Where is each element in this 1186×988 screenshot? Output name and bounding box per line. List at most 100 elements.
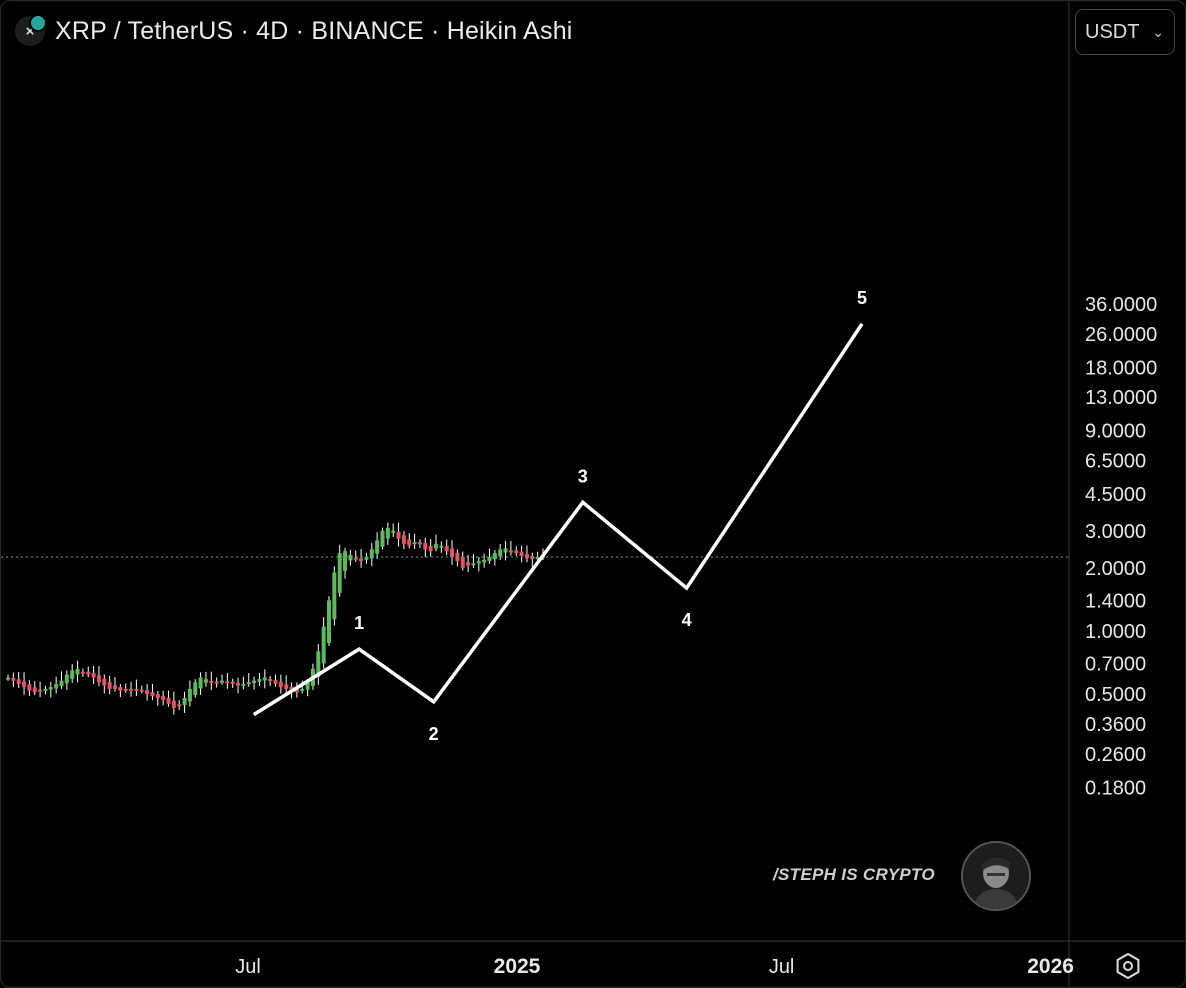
price-tick-label: 2.0000 [1085,558,1146,580]
candle-body [444,545,449,552]
currency-select[interactable]: USDT ⌄ [1075,9,1175,55]
candle-body [412,542,417,545]
price-tick-label: 0.1800 [1085,777,1146,799]
candle-body [466,562,471,566]
price-tick-label: 0.5000 [1085,684,1146,706]
candle-body [417,542,422,545]
wave-label: 5 [857,288,867,308]
status-dot [29,14,47,32]
price-tick-label: 36.0000 [1085,294,1157,316]
price-axis[interactable]: 36.0000 26.0000 18.0000 13.0000 9.0000 6.5000… [1085,294,1157,799]
time-axis[interactable]: Jul 2025 Jul 2026 [235,955,1074,978]
candle-body [171,700,176,708]
price-tick-label: 9.0000 [1085,421,1146,443]
candle-body [407,539,412,546]
candle-body [316,651,321,678]
candle-body [187,688,192,702]
candle-body [327,600,331,644]
candle-body [145,690,150,695]
candle-body [268,679,273,682]
candle-body [300,688,305,691]
candle-body [460,556,465,568]
candle-body [498,549,503,557]
settings-hexagon-icon[interactable] [1113,951,1143,981]
candle-body [332,572,337,620]
candle-body [214,681,219,684]
candle-body [75,668,80,675]
candle-body [193,682,198,695]
candle-body [359,558,364,562]
candle-body [428,546,433,552]
wave-label: 1 [354,613,364,633]
candle-body [476,561,481,564]
candle-body [102,678,107,686]
candle-body [524,553,529,559]
candle-body [278,681,283,688]
candle-body [113,685,117,689]
candle-body [423,543,428,550]
candle-body [123,688,128,691]
price-tick-label: 13.0000 [1085,387,1157,409]
candle-body [508,550,513,553]
price-tick-label: 18.0000 [1085,357,1157,379]
candle-body [27,684,32,691]
candle-body [396,531,401,539]
candle-body [64,674,69,684]
candle-body [289,686,294,691]
price-tick-label: 1.0000 [1085,621,1146,643]
candle-body [22,681,27,688]
candle-body [209,680,214,683]
candle-layer [6,527,545,708]
price-tick-label: 0.3600 [1085,714,1146,736]
price-tick-label: 4.5000 [1085,484,1146,506]
candle-body [492,553,497,560]
candle-body [161,696,166,700]
candle-body [273,679,278,684]
candle-body [86,671,91,675]
candle-body [471,563,476,566]
elliott-wave-line [252,322,864,717]
candle-body [252,680,257,684]
wave-label: 2 [429,724,439,744]
time-tick-label: Jul [235,956,261,978]
candle-body [439,545,444,548]
candle-body [535,557,540,560]
wave-label: 3 [578,466,588,486]
symbol-title: XRP / TetherUS · 4D · BINANCE · Heikin A… [55,16,573,45]
chart-header: × XRP / TetherUS · 4D · BINANCE · Heikin… [15,14,573,47]
author-watermark: /STEPH IS CRYPTO [773,841,1033,911]
candle-body [129,688,134,691]
close-icon[interactable]: × [25,22,35,40]
time-tick-label: 2026 [1027,955,1074,978]
symbol-logo[interactable]: × [15,14,47,46]
candle-body [32,687,37,693]
candle-body [203,679,208,683]
candle-body [514,550,519,554]
candle-body [503,548,508,553]
candle-body [369,549,374,559]
price-tick-label: 0.7000 [1085,654,1146,676]
candle-body [487,557,492,562]
candle-body [337,553,342,593]
candle-body [6,677,10,680]
candle-body [91,673,96,678]
candle-body [54,683,59,689]
candle-body [434,543,438,549]
time-tick-label: 2025 [494,955,541,978]
candle-body [391,530,396,533]
candle-body [262,677,267,681]
candle-body [139,689,144,692]
candle-body [321,626,326,664]
candle-body [519,551,524,556]
price-tick-label: 0.2600 [1085,744,1146,766]
price-tick-label: 1.4000 [1085,590,1146,612]
candle-body [305,682,310,690]
candle-body [38,689,43,692]
candle-body [107,682,112,689]
candle-body [364,557,369,560]
candle-body [257,679,262,682]
candle-body [230,681,235,684]
candle-body [155,694,160,698]
candle-body [43,688,48,691]
